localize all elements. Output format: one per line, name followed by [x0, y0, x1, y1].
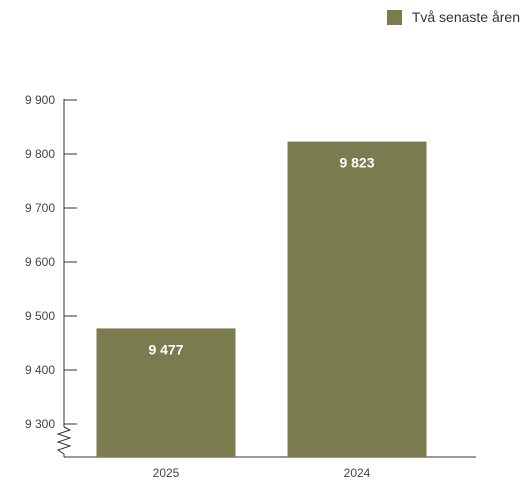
data-label-2025: 9 477 [148, 341, 183, 357]
y-tick-label: 9 700 [25, 201, 55, 215]
y-tick-label: 9 900 [25, 93, 55, 107]
x-tick-label-2025: 2025 [153, 466, 180, 480]
y-tick-label: 9 500 [25, 309, 55, 323]
legend-swatch [386, 9, 402, 25]
y-tick-label: 9 600 [25, 255, 55, 269]
bar-2025 [96, 328, 236, 457]
y-tick-label: 9 300 [25, 417, 55, 431]
y-axis-break [56, 426, 72, 457]
y-tick-label: 9 400 [25, 363, 55, 377]
legend: Två senaste åren [386, 9, 520, 25]
x-tick-label-2024: 2024 [344, 466, 371, 480]
data-label-2024: 9 823 [339, 155, 374, 171]
y-tick-label: 9 800 [25, 147, 55, 161]
bar-2024 [287, 141, 427, 457]
legend-label: Två senaste åren [411, 9, 520, 25]
